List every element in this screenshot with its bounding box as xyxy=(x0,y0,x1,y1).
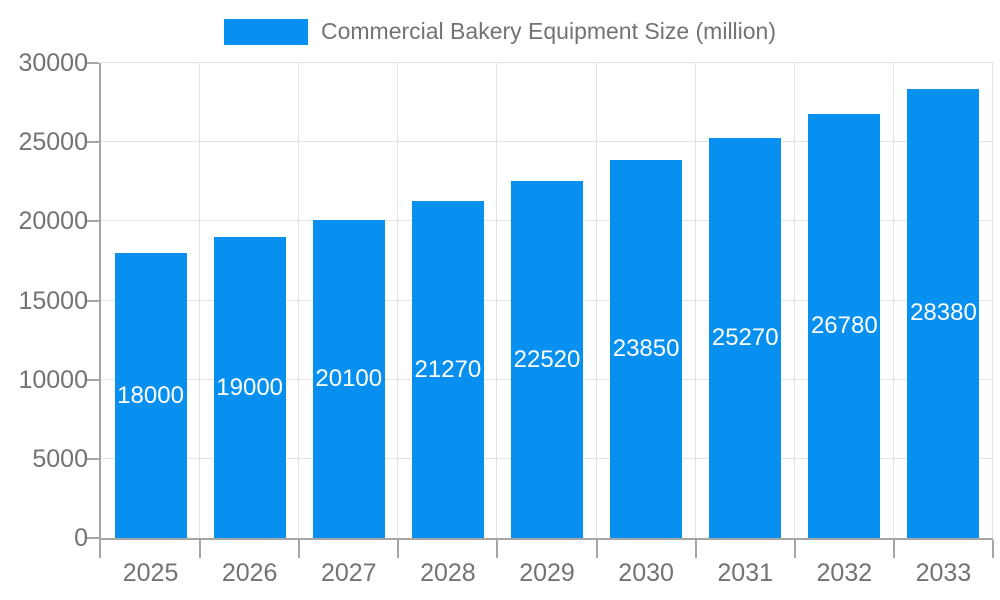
gridline-vertical xyxy=(695,63,696,538)
bar-2027[interactable]: 20100 xyxy=(312,219,385,538)
bar-value-label: 19000 xyxy=(216,373,284,401)
plot-area: 0 5000 10000 15000 20000 25000 30000 2025 2026 20… xyxy=(18,49,994,587)
x-axis-tick xyxy=(99,540,101,558)
gridline-horizontal xyxy=(101,62,993,63)
bar-value-label: 25270 xyxy=(711,323,779,351)
gridline-horizontal xyxy=(101,141,993,143)
bar-value-label: 18000 xyxy=(117,381,184,409)
x-axis-tick xyxy=(596,540,598,558)
y-axis-tick xyxy=(87,299,99,302)
y-tick-label: 25000 xyxy=(18,128,88,157)
bar-value-label: 20100 xyxy=(315,364,383,392)
x-tick-label: 2026 xyxy=(221,559,278,587)
x-tick-label: 2025 xyxy=(122,559,179,587)
x-axis-tick xyxy=(496,540,498,558)
x-tick-label: 2027 xyxy=(320,559,377,587)
y-axis-tick xyxy=(87,378,99,381)
gridline-vertical xyxy=(397,63,398,538)
bar-2026[interactable]: 19000 xyxy=(213,237,286,538)
y-tick-label: 15000 xyxy=(18,286,88,315)
x-tick-label: 2032 xyxy=(816,559,873,587)
gridline-vertical xyxy=(496,63,497,538)
legend-swatch xyxy=(223,18,308,45)
y-tick-label: 5000 xyxy=(32,444,88,473)
x-tick-label: 2033 xyxy=(915,559,972,587)
gridline-vertical xyxy=(596,63,597,538)
x-tick-label: 2031 xyxy=(717,559,774,587)
x-axis-tick xyxy=(199,540,201,558)
bar-2025[interactable]: 18000 xyxy=(114,253,187,538)
y-axis-tick xyxy=(87,457,99,460)
legend-item[interactable]: Commercial Bakery Equipment Size (millio… xyxy=(223,18,777,45)
bar-2030[interactable]: 23850 xyxy=(610,160,683,538)
bar-2031[interactable]: 25270 xyxy=(709,137,782,538)
y-axis-tick xyxy=(87,537,99,539)
y-tick-label: 30000 xyxy=(18,49,88,77)
x-tick-label: 2028 xyxy=(420,559,476,587)
bar-2032[interactable]: 26780 xyxy=(808,113,881,538)
x-axis-tick xyxy=(397,540,399,558)
x-tick-label: 2029 xyxy=(519,559,575,587)
y-axis-tick xyxy=(87,141,99,144)
y-tick-label: 20000 xyxy=(18,207,88,236)
bar-2029[interactable]: 22520 xyxy=(511,181,583,538)
bar-value-label: 21270 xyxy=(414,355,482,383)
x-axis-tick xyxy=(298,540,300,558)
bar-2028[interactable]: 21270 xyxy=(411,201,484,538)
y-axis-tick xyxy=(87,220,99,223)
y-tick-label: 0 xyxy=(74,524,88,552)
gridline-vertical xyxy=(199,63,200,538)
x-axis-tick xyxy=(794,540,796,558)
bar-2033[interactable]: 28380 xyxy=(907,88,980,538)
bar-value-label: 28380 xyxy=(910,299,977,327)
x-axis-tick xyxy=(695,540,697,558)
legend-label: Commercial Bakery Equipment Size (millio… xyxy=(320,18,777,44)
x-axis-line xyxy=(99,538,993,540)
gridline-vertical xyxy=(893,63,894,538)
gridline-vertical xyxy=(794,63,795,538)
bar-value-label: 23850 xyxy=(612,335,680,363)
x-axis-tick xyxy=(893,540,895,558)
y-tick-label: 10000 xyxy=(18,365,88,394)
gridline-vertical xyxy=(992,63,993,538)
gridline-vertical xyxy=(298,63,299,538)
x-axis-tick xyxy=(992,540,994,558)
y-axis-tick xyxy=(87,62,99,64)
legend: Commercial Bakery Equipment Size (millio… xyxy=(0,18,1000,45)
bar-value-label: 26780 xyxy=(810,311,878,339)
x-tick-label: 2030 xyxy=(618,559,674,587)
y-axis-line xyxy=(99,63,101,540)
bar-value-label: 22520 xyxy=(513,345,581,373)
